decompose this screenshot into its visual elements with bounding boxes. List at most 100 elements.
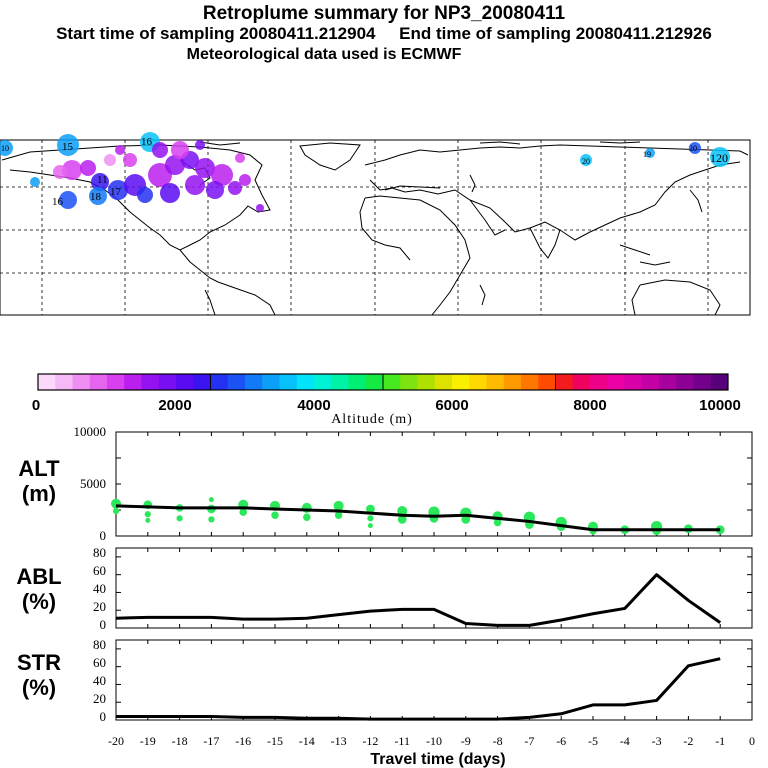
plume-particle-13	[206, 181, 224, 199]
map-label-17: 17	[110, 186, 122, 198]
colorbar-tick-8000: 8000	[573, 397, 606, 414]
colorbar-tick-4000: 4000	[297, 397, 330, 414]
x-tick-label: -10	[426, 734, 442, 748]
str-series-line	[116, 657, 721, 721]
colorbar-cells	[38, 374, 729, 390]
x-tick-labels: -20 -19 -18 -17 -16 -15 -14 -13 -12 -11 -10 -9 -8 -7-…	[108, 734, 755, 748]
x-tick-label: -18	[172, 734, 188, 748]
map-label-11: 11	[97, 174, 108, 186]
colorbar-cell-39	[710, 374, 729, 390]
colorbar-cell-16	[314, 374, 332, 390]
alt-scatter-point-19	[367, 515, 374, 522]
alt-scatter-point-17	[334, 511, 343, 519]
plume-particle-24	[104, 154, 116, 166]
plume-particle-27	[580, 154, 592, 166]
plume-particle-30	[710, 147, 730, 167]
colorbar-cell-18	[348, 374, 367, 390]
x-tick-label: -2	[683, 734, 693, 748]
plume-particle-5	[91, 173, 109, 191]
colorbar-cell-14	[279, 374, 298, 390]
plume-particle-34	[115, 145, 125, 155]
colorbar-cell-27	[503, 374, 522, 390]
colorbar-cell-35	[641, 374, 660, 390]
plume-particle-9	[165, 155, 185, 175]
abl-ytick-20: 20	[93, 599, 106, 614]
str-label: STR	[17, 650, 61, 675]
x-tick-label: -3	[652, 734, 662, 748]
alt-ytick-0: 0	[100, 528, 107, 543]
x-tick-label: -14	[299, 734, 315, 748]
abl-series-line	[115, 573, 722, 627]
series-lines	[115, 504, 722, 721]
colorbar-label: Altitude (m)	[331, 412, 413, 427]
x-tick-label: -12	[362, 734, 378, 748]
colorbar-cell-31	[572, 374, 591, 390]
plume-day-labels: 15 16 16 18 17 11 20 19 20 120 10	[1, 136, 728, 208]
plume-particle-25	[0, 140, 13, 156]
map-label-20b: 20	[689, 144, 697, 153]
plume-particle-3	[80, 160, 96, 176]
plume-particle-33	[235, 153, 245, 163]
x-tick-label: -8	[493, 734, 503, 748]
plume-particle-4	[53, 165, 67, 179]
x-tick-label: -17	[203, 734, 219, 748]
chart-title: Retroplume summary for NP3_20080411	[202, 3, 566, 24]
x-tick-label: -5	[588, 734, 598, 748]
map-gridlines	[0, 140, 750, 315]
alt-scatter-point-4	[145, 517, 151, 523]
map-label-19: 16	[52, 196, 64, 208]
alt-scatter-point-11	[239, 508, 247, 516]
map-label-120: 120	[710, 151, 728, 165]
x-tick-label: 0	[749, 734, 755, 748]
world-map: 15 16 16 18 17 11 20 19 20 120 10	[0, 132, 751, 316]
plume-particle-32	[195, 140, 205, 150]
colorbar-cell-1	[55, 374, 73, 390]
plume-particle-31	[256, 204, 264, 212]
plume-particle-28	[645, 148, 655, 158]
colorbar-cell-29	[538, 374, 556, 390]
colorbar-tick-6000: 6000	[435, 397, 468, 414]
x-tick-label: -13	[331, 734, 347, 748]
x-tick-label: -7	[524, 734, 534, 748]
colorbar-tick-10000: 10000	[699, 397, 741, 414]
plume-particles	[0, 132, 730, 212]
colorbar-cell-34	[624, 374, 643, 390]
plume-particle-21	[123, 153, 137, 167]
plume-particle-17	[89, 187, 107, 205]
map-label-10: 10	[1, 144, 9, 153]
plume-particle-15	[160, 183, 180, 203]
str-ytick-40: 40	[93, 673, 106, 688]
map-label-19b: 19	[643, 150, 651, 159]
met-data-line: Meteorological data used is ECMWF	[186, 46, 462, 63]
colorbar-cell-21	[400, 374, 418, 390]
plume-particle-14	[185, 175, 205, 195]
colorbar-dividers	[210, 374, 556, 390]
alt-scatter-point-26	[461, 514, 471, 524]
colorbar-cell-17	[331, 374, 349, 390]
str-unit: (%)	[22, 675, 56, 700]
plume-particle-6	[108, 180, 128, 200]
colorbar-cell-19	[365, 374, 384, 390]
plume-particle-12	[211, 164, 233, 186]
plume-particle-20	[152, 142, 168, 158]
plume-particle-0	[57, 134, 79, 156]
colorbar-cell-6	[141, 374, 160, 390]
alt-scatter-point-6	[176, 515, 183, 522]
map-label-16: 16	[141, 136, 153, 148]
abl-ytick-80: 80	[93, 545, 106, 560]
colorbar-cell-3	[89, 374, 108, 390]
plume-particle-16	[137, 187, 153, 203]
x-tick-label: -4	[620, 734, 630, 748]
colorbar-cell-9	[193, 374, 211, 390]
str-ytick-0: 0	[100, 709, 107, 724]
colorbar-cell-7	[158, 374, 177, 390]
str-panel-frame	[115, 639, 753, 721]
alt-scatter-point-9	[208, 516, 215, 523]
alt-scatter-point-7	[208, 497, 214, 503]
map-label-20a: 20	[582, 157, 590, 166]
colorbar-tick-2000: 2000	[158, 397, 191, 414]
colorbar-cell-22	[417, 374, 436, 390]
alt-scatter-point-28	[493, 518, 502, 527]
alt-series-line	[115, 504, 721, 532]
